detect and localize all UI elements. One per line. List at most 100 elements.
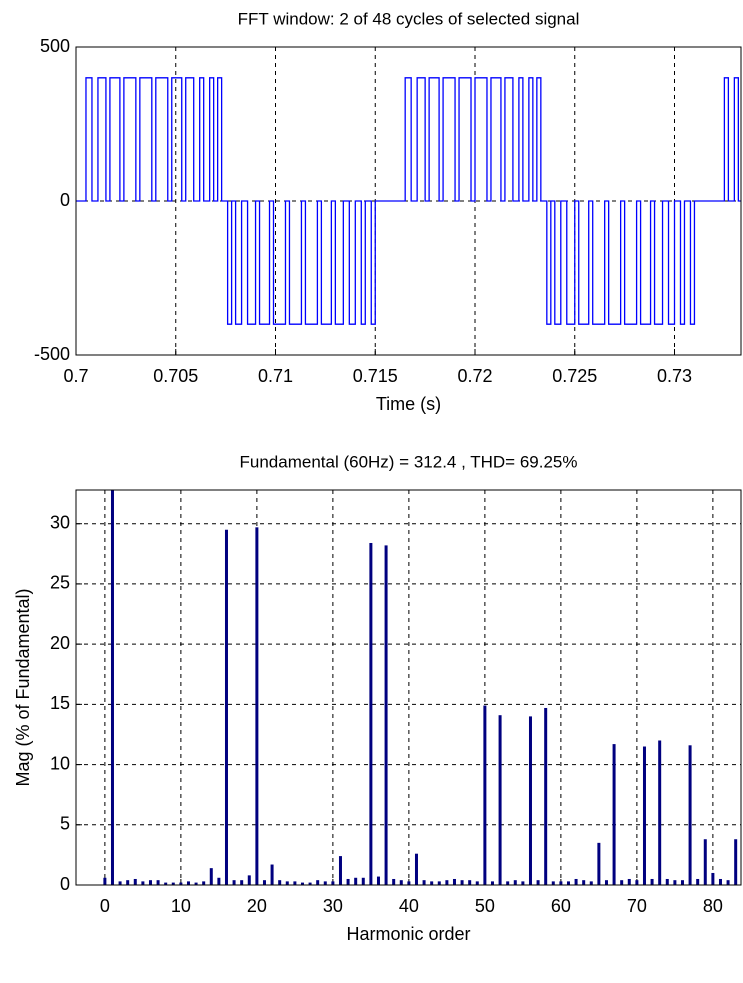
bar — [673, 880, 677, 885]
bar — [300, 882, 304, 885]
x-tick-label: 20 — [247, 896, 267, 916]
bar — [376, 876, 380, 885]
bar — [650, 878, 654, 885]
bar — [680, 880, 684, 885]
bar — [262, 880, 266, 885]
bar — [513, 880, 517, 885]
bar — [544, 707, 548, 885]
bar — [164, 882, 168, 885]
plot-area — [103, 490, 738, 885]
bar — [711, 872, 715, 885]
bar — [635, 880, 639, 885]
bar — [278, 880, 282, 885]
bar — [392, 878, 396, 885]
bar — [521, 881, 525, 885]
bar — [475, 881, 479, 885]
bar — [224, 529, 228, 885]
bar — [452, 878, 456, 885]
bar — [331, 881, 335, 885]
plot-area — [76, 77, 741, 325]
bar — [240, 880, 244, 885]
bar — [361, 877, 365, 885]
bar — [103, 877, 107, 885]
bar — [194, 882, 198, 885]
signal-line — [76, 77, 741, 325]
x-tick-label: 70 — [627, 896, 647, 916]
bar — [285, 881, 289, 885]
bar — [620, 880, 624, 885]
x-tick-label: 80 — [703, 896, 723, 916]
bar — [536, 880, 540, 885]
x-tick-label: 50 — [475, 896, 495, 916]
bar — [604, 880, 608, 885]
bar — [407, 881, 411, 885]
bar — [468, 880, 472, 885]
bar — [346, 878, 350, 885]
y-tick-label: 5 — [60, 814, 70, 834]
x-tick-label: 0.73 — [657, 366, 692, 386]
y-tick-label: 15 — [50, 693, 70, 713]
bar — [422, 880, 426, 885]
bar — [460, 880, 464, 885]
bar — [414, 853, 418, 885]
x-tick-label: 0.725 — [552, 366, 597, 386]
bar — [308, 882, 312, 885]
bar — [445, 880, 449, 885]
bar — [171, 882, 175, 885]
bar — [247, 875, 251, 885]
bar — [399, 880, 403, 885]
bar — [186, 881, 190, 885]
bar — [688, 745, 692, 885]
bar — [612, 744, 616, 885]
bar — [696, 878, 700, 885]
axes-frame — [75, 489, 742, 886]
bar — [430, 881, 434, 885]
bar — [658, 740, 662, 885]
bar — [384, 545, 388, 885]
bar — [354, 877, 358, 885]
bar — [574, 878, 578, 885]
axes-frame — [75, 46, 742, 356]
x-axis-label: Harmonic order — [346, 924, 470, 944]
bar — [270, 864, 274, 885]
bar — [323, 881, 327, 885]
bar — [202, 881, 206, 885]
y-tick-label: 0 — [60, 874, 70, 894]
x-tick-label: 0.715 — [353, 366, 398, 386]
bar — [141, 881, 145, 885]
bar — [589, 881, 593, 885]
bar — [490, 881, 494, 885]
x-tick-label: 10 — [171, 896, 191, 916]
x-axis-label: Time (s) — [376, 394, 441, 414]
x-tick-label: 0.7 — [63, 366, 88, 386]
bar — [718, 878, 722, 885]
bar — [179, 882, 183, 885]
y-axis-label: Mag (% of Fundamental) — [13, 588, 33, 786]
y-tick-label: 500 — [40, 36, 70, 56]
bar — [156, 880, 160, 885]
y-tick-label: 25 — [50, 573, 70, 593]
chart-title: FFT window: 2 of 48 cycles of selected s… — [238, 9, 580, 28]
x-tick-label: 40 — [399, 896, 419, 916]
bar — [582, 880, 586, 885]
bar — [110, 490, 114, 885]
bar — [566, 881, 570, 885]
bar — [437, 881, 441, 885]
y-tick-label: 30 — [50, 512, 70, 532]
x-tick-label: 0.72 — [457, 366, 492, 386]
y-tick-label: 0 — [60, 190, 70, 210]
bar — [255, 527, 259, 885]
x-tick-label: 0.71 — [258, 366, 293, 386]
bar — [126, 880, 130, 885]
bar — [209, 868, 213, 885]
bar — [498, 715, 502, 885]
bar — [506, 881, 510, 885]
bar — [293, 881, 297, 885]
x-tick-label: 60 — [551, 896, 571, 916]
bar — [642, 746, 646, 885]
bar — [133, 878, 137, 885]
x-tick-label: 30 — [323, 896, 343, 916]
x-tick-label: 0 — [100, 896, 110, 916]
